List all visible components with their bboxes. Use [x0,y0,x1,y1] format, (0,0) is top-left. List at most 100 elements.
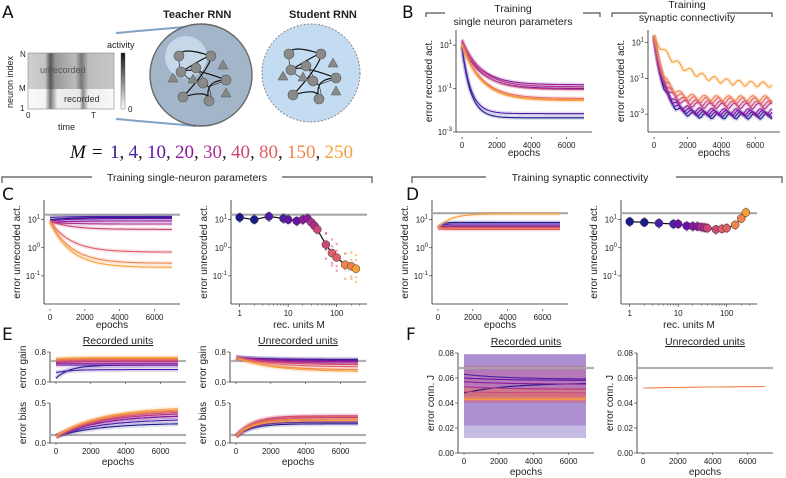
x-tick-label: 10 [674,309,683,318]
x-tick-label: 4000 [704,457,722,466]
y-tick-label: 10-1 [414,271,429,281]
series-line-M10 [463,377,586,381]
m-legend-prefix: M = [69,142,103,163]
x-tick-label: 0 [460,141,465,150]
series-line-M1 [437,221,560,229]
y-tick-label: 101 [28,215,41,225]
header-d: Training synaptic connectivity [512,172,650,184]
y-axis-label: error gain [198,346,209,389]
y-tick-label: 0.00 [438,449,454,458]
x-tick-label: 4000 [117,447,135,456]
series-line-M4 [461,46,584,115]
neuron-node [190,62,202,74]
y-tick-label: 0.5 [35,399,47,408]
x-tick-label: 0 [462,457,467,466]
raw-point [685,229,688,232]
activity-raster: unrecorded recorded N M 1 0 T time neuro… [5,40,135,132]
mean-point-M2 [640,218,649,227]
raw-point [344,268,347,271]
series-line-M20 [55,415,179,438]
y-tick-label: 0.06 [617,374,633,383]
chart-C-right: 101 100 10-1 1 10 100 error unrecorded act. rec… [199,200,367,331]
mean-point-M40 [703,223,712,233]
m-value-20: 20 [175,142,194,163]
y-tick-label: 101 [605,215,618,225]
mean-point-M4 [264,212,274,221]
raw-point [734,228,737,231]
series-line-M150 [55,409,179,438]
m-value-80: 80 [259,142,278,163]
subplot-title: Unrecorded units [258,335,338,347]
neuron-triangle [330,85,342,96]
chart-F-rec: 0.08 0.06 0.04 0.02 0.00 0 2000 4000 6000 error c… [426,336,594,478]
y-tick-label: 0.0 [35,378,47,387]
unrecorded-label: unrecorded [40,65,86,75]
mean-point-M100 [332,253,341,262]
x-axis-label: rec. units M [273,320,325,331]
series-line-M20 [653,36,773,116]
y-axis-label: error recorded act. [616,40,627,122]
header-b-left-2: single neuron parameters [453,16,572,28]
y-tick-label: 0.04 [438,399,454,408]
x-tick-label: 6000 [534,313,552,322]
raw-point [267,219,271,222]
y-tick-label: 0.8 [35,348,47,357]
mean-point-M200 [736,214,746,223]
raster-xlabel: time [58,122,75,132]
series-line-M150 [49,220,172,264]
mean-point-M10 [283,215,293,224]
y-axis-label: error conn. J [426,375,437,431]
series-line-M20 [235,357,358,363]
neuron-node [283,48,295,60]
colorbar-label: activity [107,40,135,50]
raster-ylabel: neuron index [5,55,15,108]
neuron-node [173,50,185,62]
series-line-M40 [464,391,586,394]
chart-E-unrec-gain: 0.8 0.0 error gain Unrecorded units [198,335,366,388]
mean-point-M40 [313,225,322,234]
y-axis-label: error bias [198,402,209,444]
x-axis-label: epochs [689,467,721,478]
x-tick-label: 4000 [525,457,543,466]
y-tick-label: 10-1 [630,73,645,83]
series-line-M150 [235,357,358,371]
neuron-node [177,91,189,103]
raw-point [350,251,353,254]
y-axis-label: error unrecorded act. [199,205,210,298]
chart-B-left: 101 10-1 10-3 0 2000 4000 6000 error recorded a… [424,30,592,159]
raw-point [350,258,353,261]
y-axis-label: error conn. J [605,375,616,431]
x-tick-label: 2000 [262,447,280,456]
x-tick-label: 10 [284,309,293,318]
neuron-node [197,77,209,89]
raw-point [657,226,661,229]
y-tick-label: 0.02 [617,424,633,433]
recorded-label: recorded [64,94,100,104]
x-tick-label: 2000 [488,141,506,150]
series-line-M150 [55,357,178,361]
series-line-M4 [55,369,178,374]
colorbar-min: 0 [128,105,133,114]
x-tick-label: 0 [641,457,646,466]
series-line-M80 [49,220,172,253]
m-value-40: 40 [231,142,250,163]
x-axis-label: epochs [102,457,134,468]
x-axis-label: epochs [698,148,730,159]
neuron-node [205,50,217,62]
m-separator: , [316,142,321,163]
y-tick-label: 100 [416,243,429,253]
x-tick-label: 100 [720,309,734,318]
x-tick-label: 1 [237,309,242,318]
series-line-M4 [235,421,358,438]
series-line-M4 [55,419,178,438]
y-tick-label: 101 [215,215,228,225]
raw-point [335,249,338,252]
neuron-node [287,89,299,101]
ytick-n: N [20,50,26,59]
mean-point-M150 [730,220,740,230]
y-tick-label: 0.8 [215,348,227,357]
x-tick-label: 4000 [111,313,129,322]
student-rnn-title: Student RNN [289,9,357,21]
series-line-M250 [437,213,560,229]
mean-point-M250 [351,264,361,273]
